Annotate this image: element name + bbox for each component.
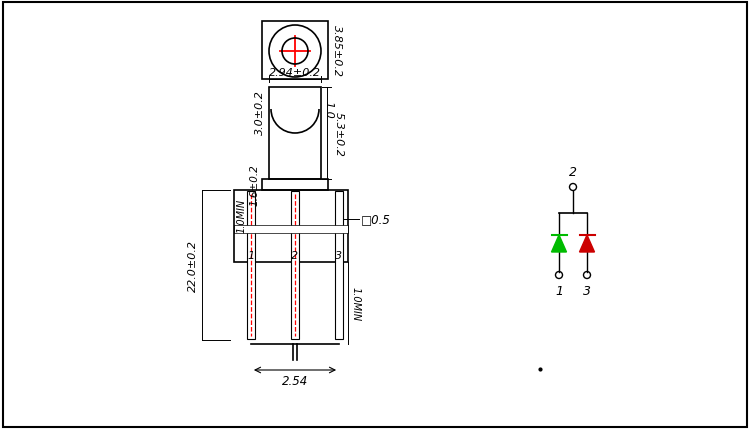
Text: 1: 1 bbox=[555, 284, 563, 297]
Text: 22.0±0.2: 22.0±0.2 bbox=[188, 240, 198, 291]
Bar bbox=[262, 180, 328, 190]
Bar bbox=[234, 225, 348, 233]
Text: 1.0MIN: 1.0MIN bbox=[237, 199, 247, 233]
Text: 3: 3 bbox=[335, 250, 343, 261]
Text: □0.5: □0.5 bbox=[361, 213, 391, 226]
Text: 1.0: 1.0 bbox=[323, 101, 333, 119]
Bar bbox=[247, 191, 255, 339]
Text: 1.6±0.2: 1.6±0.2 bbox=[250, 164, 260, 206]
Text: 3.0±0.2: 3.0±0.2 bbox=[255, 90, 265, 135]
Bar bbox=[234, 190, 348, 262]
Polygon shape bbox=[551, 236, 566, 252]
Text: 5.3±0.2: 5.3±0.2 bbox=[334, 111, 344, 156]
Text: 1: 1 bbox=[248, 250, 254, 261]
Text: 1.0MIN: 1.0MIN bbox=[351, 286, 361, 320]
Text: 2.94±0.2: 2.94±0.2 bbox=[269, 68, 321, 78]
Bar bbox=[335, 191, 343, 339]
Text: 2: 2 bbox=[292, 250, 298, 261]
Bar bbox=[291, 191, 299, 339]
Text: 3.85±0.2: 3.85±0.2 bbox=[332, 25, 342, 77]
Bar bbox=[262, 22, 328, 80]
Text: 3: 3 bbox=[583, 284, 591, 297]
Text: 2.54: 2.54 bbox=[282, 374, 308, 387]
Bar bbox=[269, 88, 321, 180]
Text: 2: 2 bbox=[569, 166, 577, 178]
Polygon shape bbox=[580, 236, 595, 252]
